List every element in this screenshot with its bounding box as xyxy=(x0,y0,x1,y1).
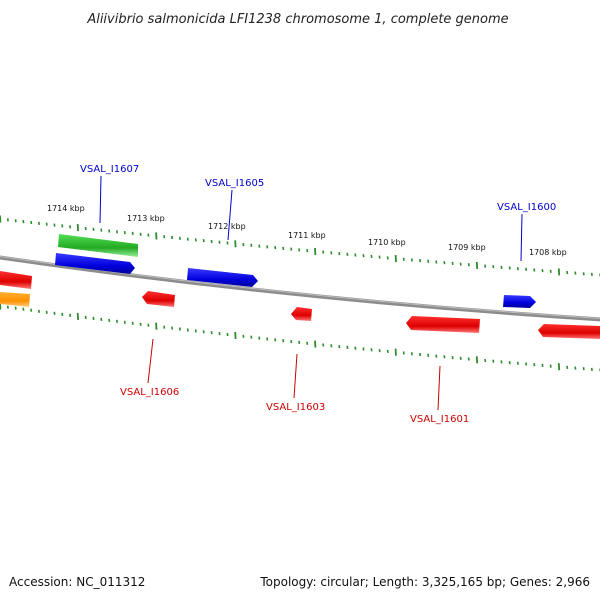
kbp-label-1712: 1712 kbp xyxy=(208,222,246,231)
gene-label-leader-vsal-i1607 xyxy=(99,175,102,224)
kbp-label-1710: 1710 kbp xyxy=(368,238,406,247)
kbp-label-1709: 1709 kbp xyxy=(448,243,486,252)
gene-forward-vsal-i1600[interactable] xyxy=(503,295,536,308)
gene-forward-vsal-i1607[interactable] xyxy=(55,253,135,274)
map-title: Aliivibrio salmonicida LFI1238 chromosom… xyxy=(86,12,508,27)
accession-text: Accession: NC_011312 xyxy=(9,575,145,589)
inner-tick-track xyxy=(0,302,600,372)
gene-rna[interactable] xyxy=(58,234,138,257)
kbp-label-1708: 1708 kbp xyxy=(529,248,567,257)
gene-label-leader-vsal-i1601 xyxy=(437,365,441,411)
gene-label-vsal-i1605[interactable]: VSAL_I1605 xyxy=(205,178,264,189)
gene-forward-vsal-i1605[interactable] xyxy=(187,268,258,287)
gene-label-vsal-i1607[interactable]: VSAL_I1607 xyxy=(80,164,139,175)
gene-label-leader-vsal-i1600 xyxy=(520,213,523,262)
gene-orange-left-edge[interactable] xyxy=(0,292,30,307)
genome-summary-text: Topology: circular; Length: 3,325,165 bp… xyxy=(259,575,590,589)
gene-label-leader-vsal-i1606 xyxy=(147,338,154,384)
gene-label-leader-vsal-i1603 xyxy=(293,353,298,399)
chromosome-backbone xyxy=(0,255,600,322)
gene-reverse-vsal-i1606[interactable] xyxy=(142,291,175,307)
gene-label-vsal-i1600[interactable]: VSAL_I1600 xyxy=(497,202,556,213)
kbp-label-1711: 1711 kbp xyxy=(288,231,326,240)
kbp-label-1713: 1713 kbp xyxy=(127,214,165,223)
gene-reverse-vsal-i1601[interactable] xyxy=(406,316,480,333)
outer-tick-track xyxy=(0,215,600,277)
kbp-label-1714: 1714 kbp xyxy=(47,204,85,213)
gene-reverse-vsal-i1603[interactable] xyxy=(291,307,312,321)
gene-reverse-left-edge[interactable] xyxy=(0,271,32,289)
gene-label-leader-vsal-i1605 xyxy=(227,189,233,241)
gene-reverse-right-edge[interactable] xyxy=(538,324,600,339)
gene-label-vsal-i1601[interactable]: VSAL_I1601 xyxy=(410,414,469,425)
gene-label-vsal-i1603[interactable]: VSAL_I1603 xyxy=(266,402,325,413)
gene-label-vsal-i1606[interactable]: VSAL_I1606 xyxy=(120,387,179,398)
